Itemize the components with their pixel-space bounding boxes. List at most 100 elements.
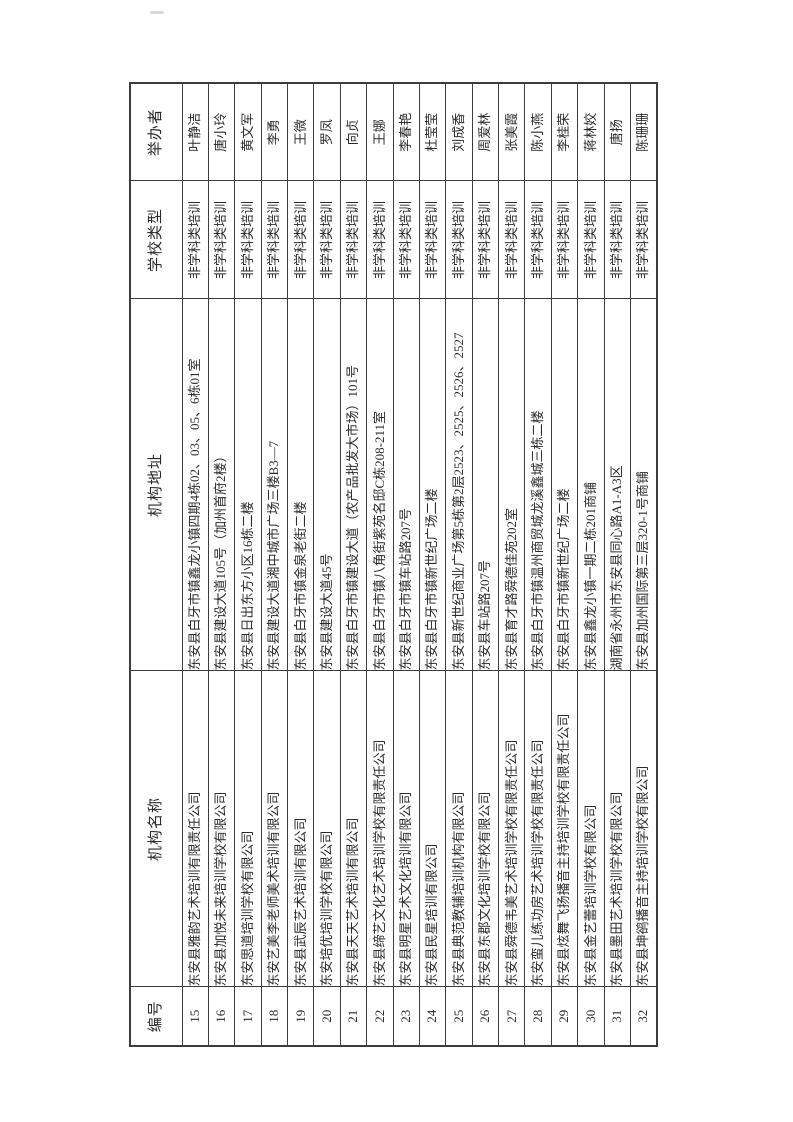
cell-organizer: 向贞 <box>340 83 367 181</box>
cell-address: 东安县日出东方小区16栋二楼 <box>234 299 262 671</box>
cell-name: 东安县坤鹆播音主持培训学校有限公司 <box>630 671 657 987</box>
cell-type: 非学科类培训 <box>313 181 341 299</box>
cell-organizer: 罗凤 <box>313 83 341 181</box>
cell-organizer: 陈珊珊 <box>630 83 657 181</box>
cell-type: 非学科类培训 <box>551 181 578 299</box>
cell-name: 东安县武辰艺术培训有限公司 <box>287 671 314 987</box>
cell-address: 东安县白牙市镇温州商贸城龙溪鑫城三栋二楼 <box>524 299 552 671</box>
cell-address: 东安县白牙市镇车站路207号 <box>393 299 420 671</box>
cell-id: 32 <box>630 987 657 1046</box>
cell-name: 东安县炫舞飞扬播音主持培训学校有限责任公司 <box>551 671 578 987</box>
cell-address: 东安县白牙市镇新世纪广场二楼 <box>551 299 578 671</box>
cell-id: 18 <box>261 987 288 1046</box>
cell-organizer: 刘成香 <box>445 83 473 181</box>
table-row: 18 东安艺美李老师美术培训有限公司 东安县建设大道湘中城市广场三楼B3—7 非学科类… <box>261 83 288 1046</box>
header-name: 机构名称 <box>130 671 182 987</box>
table-row: 15 东安县雅韵艺术培训有限责任公司 东安县白牙市镇鑫龙小镇四期4栋02、03、05… <box>182 83 209 1046</box>
cell-type: 非学科类培训 <box>261 181 288 299</box>
cell-id: 28 <box>524 987 552 1046</box>
table-row: 21 东安县天天艺术培训有限公司 东安县白牙市镇建设大道（农产品批发大市场）101号… <box>340 83 367 1046</box>
cell-type: 非学科类培训 <box>419 181 446 299</box>
scan-artifact <box>150 11 164 14</box>
cell-id: 31 <box>604 987 631 1046</box>
cell-address: 东安县育才路舜德佳苑202室 <box>498 299 525 671</box>
cell-address: 东安县白牙市镇八角街紫苑名邸C栋208-211室 <box>366 299 393 671</box>
table-body: 15 东安县雅韵艺术培训有限责任公司 东安县白牙市镇鑫龙小镇四期4栋02、03、05… <box>182 83 657 1046</box>
cell-name: 东安培优培训学校有限公司 <box>313 671 341 987</box>
cell-name: 东安县东郡文化培训学校有限公司 <box>472 671 499 987</box>
table-row: 32 东安县坤鹆播音主持培训学校有限公司 东安县加州国际第三层320-1号商铺 非学科… <box>630 83 657 1046</box>
header-id: 编号 <box>130 987 182 1046</box>
cell-name: 东安县加悦未来培训学校有限公司 <box>208 671 235 987</box>
table-row: 20 东安培优培训学校有限公司 东安县建设大道45号 非学科类培训 罗凤 <box>313 83 341 1046</box>
cell-organizer: 李勇 <box>261 83 288 181</box>
cell-name: 东安艺美李老师美术培训有限公司 <box>261 671 288 987</box>
table-row: 31 东安县墨田艺术培训学校有限公司 湖南省永州市东安县同心路A1-A3区 非学科类培… <box>604 83 631 1046</box>
table-row: 28 东安蛮儿练功房艺术培训学校有限责任公司 东安县白牙市镇温州商贸城龙溪鑫城三栋二… <box>524 83 552 1046</box>
table-row: 24 东安县民星培训有限公司 东安县白牙市镇新世纪广场二楼 非学科类培训 杜莹莹 <box>419 83 446 1046</box>
table-row: 26 东安县东郡文化培训学校有限公司 东安县车站路207号 非学科类培训 周爱林 <box>472 83 499 1046</box>
cell-type: 非学科类培训 <box>498 181 525 299</box>
cell-address: 东安县白牙市镇鑫龙小镇四期4栋02、03、05、6栋01室 <box>182 299 209 671</box>
cell-id: 24 <box>419 987 446 1046</box>
cell-organizer: 李春艳 <box>393 83 420 181</box>
cell-name: 东安县明星艺术文化培训有限公司 <box>393 671 420 987</box>
institution-registry-table: 编号 机构名称 机构地址 学校类型 举办者 15 东安县雅韵艺术培训有限责任公司东… <box>129 82 658 1047</box>
cell-type: 非学科类培训 <box>182 181 209 299</box>
cell-address: 东安县鑫龙小镇一期二栋201商铺 <box>577 299 604 671</box>
cell-id: 27 <box>498 987 525 1046</box>
table-row: 27 东安县舜德韦美艺术培训学校有限责任公司 东安县育才路舜德佳苑202室 非学科类培… <box>498 83 525 1046</box>
cell-type: 非学科类培训 <box>604 181 631 299</box>
cell-type: 非学科类培训 <box>287 181 314 299</box>
cell-name: 东安县天天艺术培训有限公司 <box>340 671 367 987</box>
cell-id: 19 <box>287 987 314 1046</box>
cell-id: 26 <box>472 987 499 1046</box>
header-row: 编号 机构名称 机构地址 学校类型 举办者 <box>130 83 182 1046</box>
table-row: 22 东安县缔艺文化艺术培训学校有限责任公司 东安县白牙市镇八角街紫苑名邸C栋208… <box>366 83 393 1046</box>
cell-address: 东安县建设大道45号 <box>313 299 341 671</box>
cell-organizer: 王娜 <box>366 83 393 181</box>
table-row: 23 东安县明星艺术文化培训有限公司 东安县白牙市镇车站路207号 非学科类培训 李春艳 <box>393 83 420 1046</box>
cell-name: 东安县雅韵艺术培训有限责任公司 <box>182 671 209 987</box>
cell-organizer: 唐扬 <box>604 83 631 181</box>
cell-id: 17 <box>234 987 262 1046</box>
cell-organizer: 黄文军 <box>234 83 262 181</box>
cell-type: 非学科类培训 <box>445 181 473 299</box>
cell-name: 东安县金艺蕾培训学校有限公司 <box>577 671 604 987</box>
header-address: 机构地址 <box>130 299 182 671</box>
header-organizer: 举办者 <box>130 83 182 181</box>
rotated-table-container: 编号 机构名称 机构地址 学校类型 举办者 15 东安县雅韵艺术培训有限责任公司东… <box>129 82 658 1047</box>
cell-address: 东安县白牙市镇新世纪广场二楼 <box>419 299 446 671</box>
cell-id: 22 <box>366 987 393 1046</box>
cell-id: 30 <box>577 987 604 1046</box>
cell-type: 非学科类培训 <box>208 181 235 299</box>
header-type: 学校类型 <box>130 181 182 299</box>
cell-type: 非学科类培训 <box>366 181 393 299</box>
cell-id: 20 <box>313 987 341 1046</box>
table-row: 25 东安县典范教辅培训机构有限公司 东安县新世纪商业广场第5栋第2层2523、25… <box>445 83 473 1046</box>
cell-address: 东安县新世纪商业广场第5栋第2层2523、2525、2526、2527 <box>445 299 473 671</box>
cell-organizer: 周爱林 <box>472 83 499 181</box>
cell-organizer: 李桂荣 <box>551 83 578 181</box>
cell-name: 东安县民星培训有限公司 <box>419 671 446 987</box>
cell-id: 21 <box>340 987 367 1046</box>
cell-id: 23 <box>393 987 420 1046</box>
cell-organizer: 杜莹莹 <box>419 83 446 181</box>
table-row: 17 东安思道培训学校有限公司 东安县日出东方小区16栋二楼 非学科类培训 黄文军 <box>234 83 262 1046</box>
cell-address: 东安县加州国际第三层320-1号商铺 <box>630 299 657 671</box>
table-row: 29 东安县炫舞飞扬播音主持培训学校有限责任公司 东安县白牙市镇新世纪广场二楼 非学科… <box>551 83 578 1046</box>
table-header: 编号 机构名称 机构地址 学校类型 举办者 <box>130 83 182 1046</box>
cell-type: 非学科类培训 <box>472 181 499 299</box>
table-row: 19 东安县武辰艺术培训有限公司 东安县白牙市镇金泉老街二楼 非学科类培训 王微 <box>287 83 314 1046</box>
cell-address: 东安县白牙市镇建设大道（农产品批发大市场）101号 <box>340 299 367 671</box>
cell-id: 16 <box>208 987 235 1046</box>
cell-type: 非学科类培训 <box>577 181 604 299</box>
cell-type: 非学科类培训 <box>234 181 262 299</box>
cell-name: 东安县缔艺文化艺术培训学校有限责任公司 <box>366 671 393 987</box>
cell-name: 东安蛮儿练功房艺术培训学校有限责任公司 <box>524 671 552 987</box>
cell-organizer: 王微 <box>287 83 314 181</box>
cell-organizer: 蒋林姣 <box>577 83 604 181</box>
cell-id: 29 <box>551 987 578 1046</box>
table-row: 30 东安县金艺蕾培训学校有限公司 东安县鑫龙小镇一期二栋201商铺 非学科类培训 蒋林… <box>577 83 604 1046</box>
